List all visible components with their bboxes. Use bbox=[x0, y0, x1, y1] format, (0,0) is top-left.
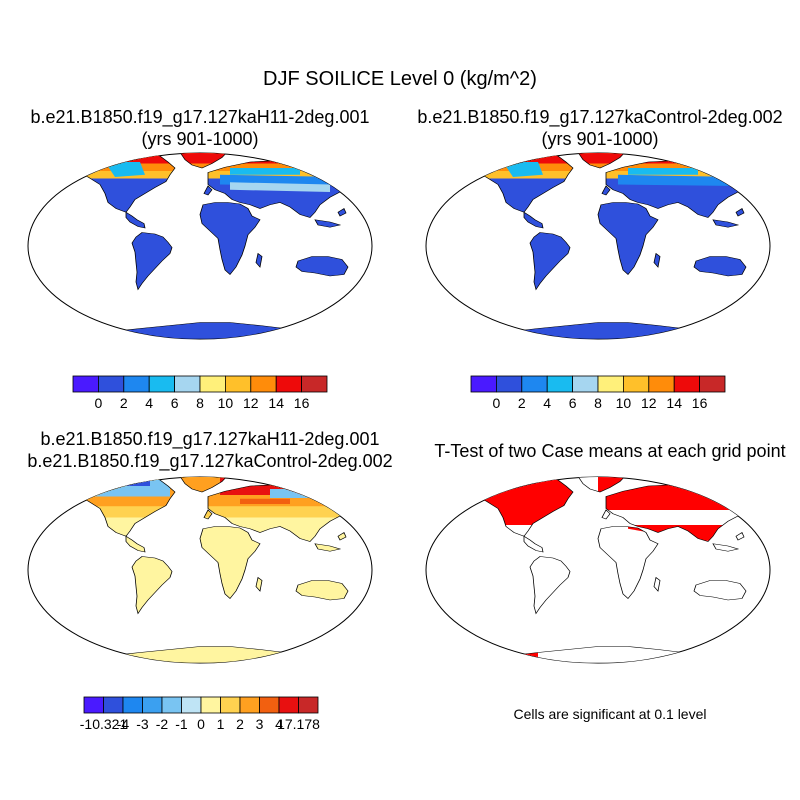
colorbar-case2-swatch-5 bbox=[597, 375, 624, 393]
colorbar-case1-tick-label-2: 4 bbox=[145, 395, 153, 411]
map-case1 bbox=[28, 134, 372, 340]
colorbar-case1-tick-label-0: 0 bbox=[95, 395, 103, 411]
panel2-title: b.e21.B1850.f19_g17.127kaControl-2deg.00… bbox=[400, 106, 800, 150]
colorbar-case2-tick-label-5: 10 bbox=[616, 395, 632, 411]
colorbar-case2-swatch-0 bbox=[470, 375, 497, 393]
colorbar-difference-tick-label-3: -2 bbox=[156, 716, 169, 732]
colorbar-case1: 0 2 4 6 8 10 12 14 16 bbox=[72, 375, 328, 411]
colorbar-case2: 0 2 4 6 8 10 12 14 16 bbox=[470, 375, 726, 411]
colorbar-case1-tick-label-4: 8 bbox=[196, 395, 204, 411]
colorbar-case1-tick-label-3: 6 bbox=[171, 395, 179, 411]
page-title: DJF SOILICE Level 0 (kg/m^2) bbox=[263, 68, 537, 90]
case2-field-5 bbox=[628, 168, 698, 175]
map-difference bbox=[28, 458, 372, 664]
colorbar-case1-tick-label-7: 14 bbox=[268, 395, 284, 411]
colorbar-difference-swatch-7 bbox=[220, 696, 241, 714]
colorbar-difference-swatch-8 bbox=[239, 696, 260, 714]
colorbar-difference: -10.321-4 -3 -2 -1 0 1 2 3 417.178 bbox=[80, 696, 320, 732]
colorbar-case1-tick-label-8: 16 bbox=[294, 395, 310, 411]
colorbar-case2-swatch-8 bbox=[673, 375, 701, 393]
colorbar-difference-swatch-6 bbox=[200, 696, 221, 714]
case1-field-3 bbox=[105, 162, 145, 177]
case2-field-4 bbox=[618, 174, 738, 186]
colorbar-case2-swatch-1 bbox=[495, 375, 523, 393]
case2-field-1 bbox=[464, 153, 748, 171]
colorbar-difference-tick-label-9: 4 bbox=[275, 716, 283, 732]
colorbar-difference-swatch-4 bbox=[161, 696, 182, 714]
map-ttest bbox=[426, 458, 770, 664]
panel4-title: T-Test of two Case means at each grid po… bbox=[410, 440, 800, 462]
panel3-title-line1: b.e21.B1850.f19_g17.127kaH11-2deg.001 bbox=[40, 429, 380, 449]
difference-field-3 bbox=[90, 477, 150, 486]
colorbar-difference-swatch-9 bbox=[259, 696, 280, 714]
panel1-title: b.e21.B1850.f19_g17.127kaH11-2deg.001 (y… bbox=[0, 106, 400, 150]
colorbar-difference-tick-label-2: -3 bbox=[136, 716, 149, 732]
colorbar-case2-tick-label-4: 8 bbox=[594, 395, 602, 411]
difference-field-2 bbox=[70, 477, 170, 497]
colorbar-difference-tick-label-7: 2 bbox=[236, 716, 244, 732]
colorbar-difference-swatch-3 bbox=[142, 696, 163, 714]
colorbar-case2-tick-label-1: 2 bbox=[518, 395, 526, 411]
colorbar-case1-swatch-5 bbox=[199, 375, 226, 393]
panel2-title-line1: b.e21.B1850.f19_g17.127kaControl-2deg.00… bbox=[417, 107, 783, 127]
colorbar-case1-swatch-8 bbox=[275, 375, 303, 393]
colorbar-case2-tick-label-7: 14 bbox=[666, 395, 682, 411]
colorbar-difference-swatch-2 bbox=[122, 696, 143, 714]
colorbar-difference-swatch-5 bbox=[181, 696, 202, 714]
colorbar-difference-tick-label-0: -10.321 bbox=[80, 716, 128, 732]
colorbar-difference-swatch-11 bbox=[298, 696, 319, 714]
colorbar-difference-tick-label-4: -1 bbox=[175, 716, 188, 732]
case2-field-2 bbox=[464, 153, 748, 164]
panel3-title: b.e21.B1850.f19_g17.127kaH11-2deg.001 b.… bbox=[0, 428, 420, 472]
case1-field-1 bbox=[66, 153, 350, 171]
colorbar-case1-swatch-9 bbox=[301, 375, 328, 393]
colorbar-difference-tick-label-5: 0 bbox=[197, 716, 205, 732]
panel1-title-line2: (yrs 901-1000) bbox=[141, 129, 259, 149]
colorbar-case2-tick-label-3: 6 bbox=[569, 395, 577, 411]
colorbar-case2-swatch-7 bbox=[648, 375, 675, 393]
colorbar-case1-swatch-7 bbox=[250, 375, 277, 393]
colorbar-case1-tick-label-6: 12 bbox=[243, 395, 259, 411]
difference-field-5 bbox=[270, 489, 340, 498]
difference-field-6 bbox=[240, 498, 290, 504]
panel2-title-line2: (yrs 901-1000) bbox=[541, 129, 659, 149]
colorbar-case2-tick-label-6: 12 bbox=[641, 395, 657, 411]
colorbar-case2-swatch-9 bbox=[699, 375, 726, 393]
significance-note: Cells are significant at 0.1 level bbox=[513, 706, 707, 722]
colorbar-difference-swatch-1 bbox=[103, 696, 124, 714]
colorbar-case1-tick-label-1: 2 bbox=[120, 395, 128, 411]
colorbar-case2-tick-label-2: 4 bbox=[543, 395, 551, 411]
colorbar-case1-swatch-4 bbox=[174, 375, 201, 393]
colorbar-case1-swatch-2 bbox=[123, 375, 150, 393]
colorbar-case2-swatch-4 bbox=[572, 375, 599, 393]
colorbar-case2-swatch-6 bbox=[623, 375, 650, 393]
colorbar-difference-tick-label-1: -4 bbox=[117, 716, 130, 732]
colorbar-case1-swatch-0 bbox=[72, 375, 99, 393]
colorbar-case2-swatch-2 bbox=[521, 375, 548, 393]
case2-field-3 bbox=[503, 162, 543, 177]
colorbar-difference-swatch-0 bbox=[83, 696, 104, 714]
case1-field-5 bbox=[230, 168, 300, 175]
colorbar-difference-tick-label-6: 1 bbox=[217, 716, 225, 732]
panel3-title-line2: b.e21.B1850.f19_g17.127kaControl-2deg.00… bbox=[27, 451, 393, 471]
colorbar-case2-tick-label-8: 16 bbox=[692, 395, 708, 411]
colorbar-case1-swatch-3 bbox=[148, 375, 175, 393]
colorbar-case1-tick-label-5: 10 bbox=[218, 395, 234, 411]
colorbar-difference-swatch-10 bbox=[278, 696, 299, 714]
map-case2 bbox=[426, 134, 770, 340]
panel1-title-line1: b.e21.B1850.f19_g17.127kaH11-2deg.001 bbox=[30, 107, 370, 127]
colorbar-case1-swatch-6 bbox=[224, 375, 252, 393]
colorbar-difference-tick-label-10: 17.178 bbox=[277, 716, 320, 732]
colorbar-case1-swatch-1 bbox=[98, 375, 125, 393]
colorbar-case2-tick-label-0: 0 bbox=[493, 395, 501, 411]
colorbar-difference-tick-label-8: 3 bbox=[256, 716, 264, 732]
colorbar-case2-swatch-3 bbox=[546, 375, 574, 393]
panel4-title-line1: T-Test of two Case means at each grid po… bbox=[434, 441, 786, 461]
case1-field-6 bbox=[230, 182, 330, 192]
case1-field-2 bbox=[66, 153, 350, 164]
